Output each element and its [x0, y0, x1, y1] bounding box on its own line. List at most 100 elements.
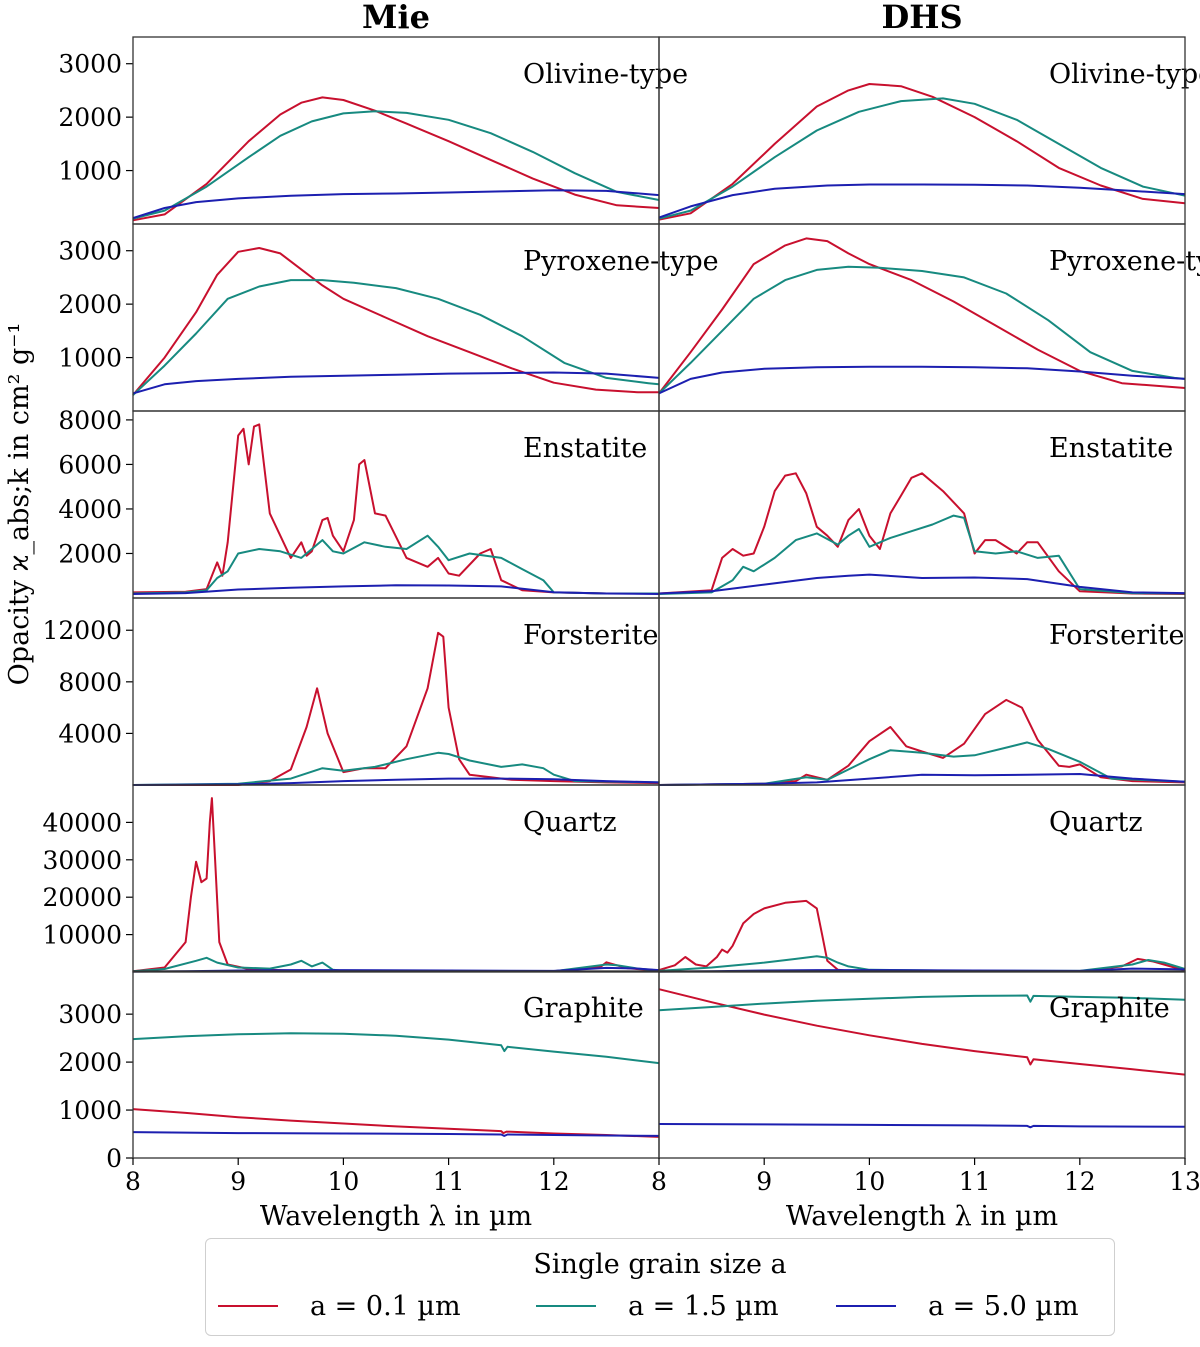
panel-frame — [658, 784, 1186, 973]
panel-label-olivine-type: Olivine-type — [1049, 59, 1200, 90]
legend-label-a-0-1: a = 0.1 µm — [310, 1290, 461, 1322]
y-tick-label: 3000 — [58, 1000, 122, 1029]
y-axis-label: Opacity ϰ_abs;k in cm² g⁻¹ — [4, 323, 35, 686]
legend-label-a-1-5: a = 1.5 µm — [628, 1290, 779, 1322]
series-line-a-0-1 — [658, 899, 1186, 973]
legend: Single grain size a a = 0.1 µm a = 1.5 µ… — [205, 1238, 1115, 1336]
column-title-mie: Mie — [362, 0, 430, 36]
y-tick-label: 40000 — [42, 808, 122, 837]
y-tick-label: 12000 — [42, 616, 122, 645]
panel-label-quartz: Quartz — [1049, 807, 1143, 838]
y-tick-label: 1000 — [58, 344, 122, 373]
legend-item-a-1-5: a = 1.5 µm — [536, 1289, 779, 1323]
column-title-dhs: DHS — [881, 0, 962, 36]
series-line-a-0-1 — [132, 423, 659, 595]
y-tick-label: 4000 — [58, 719, 122, 748]
series-line-a-1-5 — [132, 279, 660, 396]
series-line-a-5-0 — [132, 371, 660, 395]
panel-label-enstatite: Enstatite — [1049, 433, 1173, 464]
x-tick-label: 10 — [853, 1167, 885, 1196]
x-axis-label: Wavelength λ in µm — [260, 1201, 532, 1232]
x-tick-label: 11 — [959, 1167, 991, 1196]
panel-label-forsterite: Forsterite — [1049, 620, 1184, 651]
x-tick-label: 13 — [1169, 1167, 1200, 1196]
y-tick-label: 10000 — [42, 921, 122, 950]
panel-enstatite-mie: Enstatite 2000 4000 6000 8000 — [58, 406, 660, 599]
series-line-a-1-5 — [132, 956, 660, 973]
y-tick-label: 2000 — [58, 1048, 122, 1077]
panel-pyroxene-type-dhs: Pyroxene-type — [658, 223, 1200, 412]
x-tick-label: 10 — [327, 1167, 359, 1196]
panel-forsterite-dhs: Forsterite — [658, 597, 1186, 786]
series-line-a-0-1 — [132, 247, 659, 396]
series-line-a-1-5 — [658, 741, 1186, 786]
series-line-a-5-0 — [132, 584, 660, 595]
legend-swatch-red — [218, 1305, 278, 1307]
panel-label-graphite: Graphite — [1049, 993, 1170, 1024]
x-tick-label: 11 — [433, 1167, 465, 1196]
x-tick-label: 12 — [538, 1167, 570, 1196]
legend-title: Single grain size a — [533, 1249, 787, 1280]
panel-graphite-dhs: Graphite 8 9 10 11 12 13 Wavelength λ in µm — [651, 970, 1200, 1232]
panel-olivine-type-dhs: Olivine-type — [658, 36, 1200, 225]
series-line-a-5-0 — [658, 773, 1186, 786]
panel-quartz-mie: Quartz 10000 20000 30000 40000 — [42, 784, 660, 973]
series-line-a-0-1 — [658, 988, 1186, 1076]
series-line-a-5-0 — [658, 183, 1186, 219]
panel-graphite-mie: Graphite 0 1000 2000 3000 8 9 10 11 12Wavelength … — [58, 970, 660, 1232]
series-line-a-0-1 — [658, 472, 1186, 595]
legend-label-a-5-0: a = 5.0 µm — [928, 1290, 1079, 1322]
y-tick-label: 30000 — [42, 846, 122, 875]
series-line-a-1-5 — [658, 994, 1186, 1012]
panel-label-graphite: Graphite — [523, 993, 644, 1024]
series-line-a-1-5 — [658, 97, 1186, 220]
panel-frame — [658, 970, 1186, 1159]
legend-item-a-0-1: a = 0.1 µm — [218, 1289, 461, 1323]
x-tick-label: 9 — [230, 1167, 246, 1196]
series-line-a-0-1 — [658, 83, 1186, 221]
y-tick-label: 0 — [106, 1144, 122, 1173]
series-line-a-5-0 — [132, 189, 660, 220]
y-tick-label: 8000 — [58, 406, 122, 435]
y-tick-label: 2000 — [58, 539, 122, 568]
panel-label-quartz: Quartz — [523, 807, 617, 838]
x-tick-label: 9 — [756, 1167, 772, 1196]
series-line-a-0-1 — [132, 1108, 660, 1138]
series-line-a-1-5 — [132, 751, 660, 786]
panel-enstatite-dhs: Enstatite — [658, 410, 1186, 599]
y-tick-label: 1000 — [58, 157, 122, 186]
y-tick-label: 8000 — [58, 668, 122, 697]
y-tick-label: 3000 — [58, 237, 122, 266]
series-line-a-5-0 — [132, 1131, 660, 1137]
panel-olivine-type-mie: Olivine-type 1000 2000 3000 — [58, 36, 688, 225]
series-line-a-1-5 — [658, 265, 1186, 395]
panel-label-forsterite: Forsterite — [523, 620, 658, 651]
series-line-a-5-0 — [658, 1123, 1186, 1129]
legend-swatch-teal — [536, 1305, 596, 1307]
y-tick-label: 1000 — [58, 1096, 122, 1125]
series-line-a-0-1 — [132, 96, 660, 222]
series-line-a-1-5 — [132, 534, 659, 595]
panel-label-pyroxene-type: Pyroxene-type — [523, 246, 719, 277]
series-line-a-1-5 — [658, 955, 1186, 972]
series-line-a-1-5 — [658, 514, 1186, 595]
panel-forsterite-mie: Forsterite 4000 8000 12000 — [42, 597, 660, 786]
legend-swatch-blue — [836, 1305, 896, 1307]
series-line-a-0-1 — [658, 698, 1186, 786]
series-line-a-1-5 — [132, 1032, 660, 1065]
x-axis-label: Wavelength λ in µm — [786, 1201, 1058, 1232]
legend-item-a-5-0: a = 5.0 µm — [836, 1289, 1079, 1323]
y-tick-label: 3000 — [58, 50, 122, 79]
series-line-a-0-1 — [658, 237, 1186, 395]
series-line-a-5-0 — [658, 365, 1186, 395]
x-tick-label: 8 — [125, 1167, 141, 1196]
series-line-a-1-5 — [132, 110, 660, 220]
panel-label-pyroxene-type: Pyroxene-type — [1049, 246, 1200, 277]
y-tick-label: 2000 — [58, 103, 122, 132]
y-tick-label: 2000 — [58, 290, 122, 319]
panel-pyroxene-type-mie: Pyroxene-type 1000 2000 3000 — [58, 223, 719, 412]
panel-label-enstatite: Enstatite — [523, 433, 647, 464]
y-tick-label: 6000 — [58, 450, 122, 479]
panel-label-olivine-type: Olivine-type — [523, 59, 688, 90]
